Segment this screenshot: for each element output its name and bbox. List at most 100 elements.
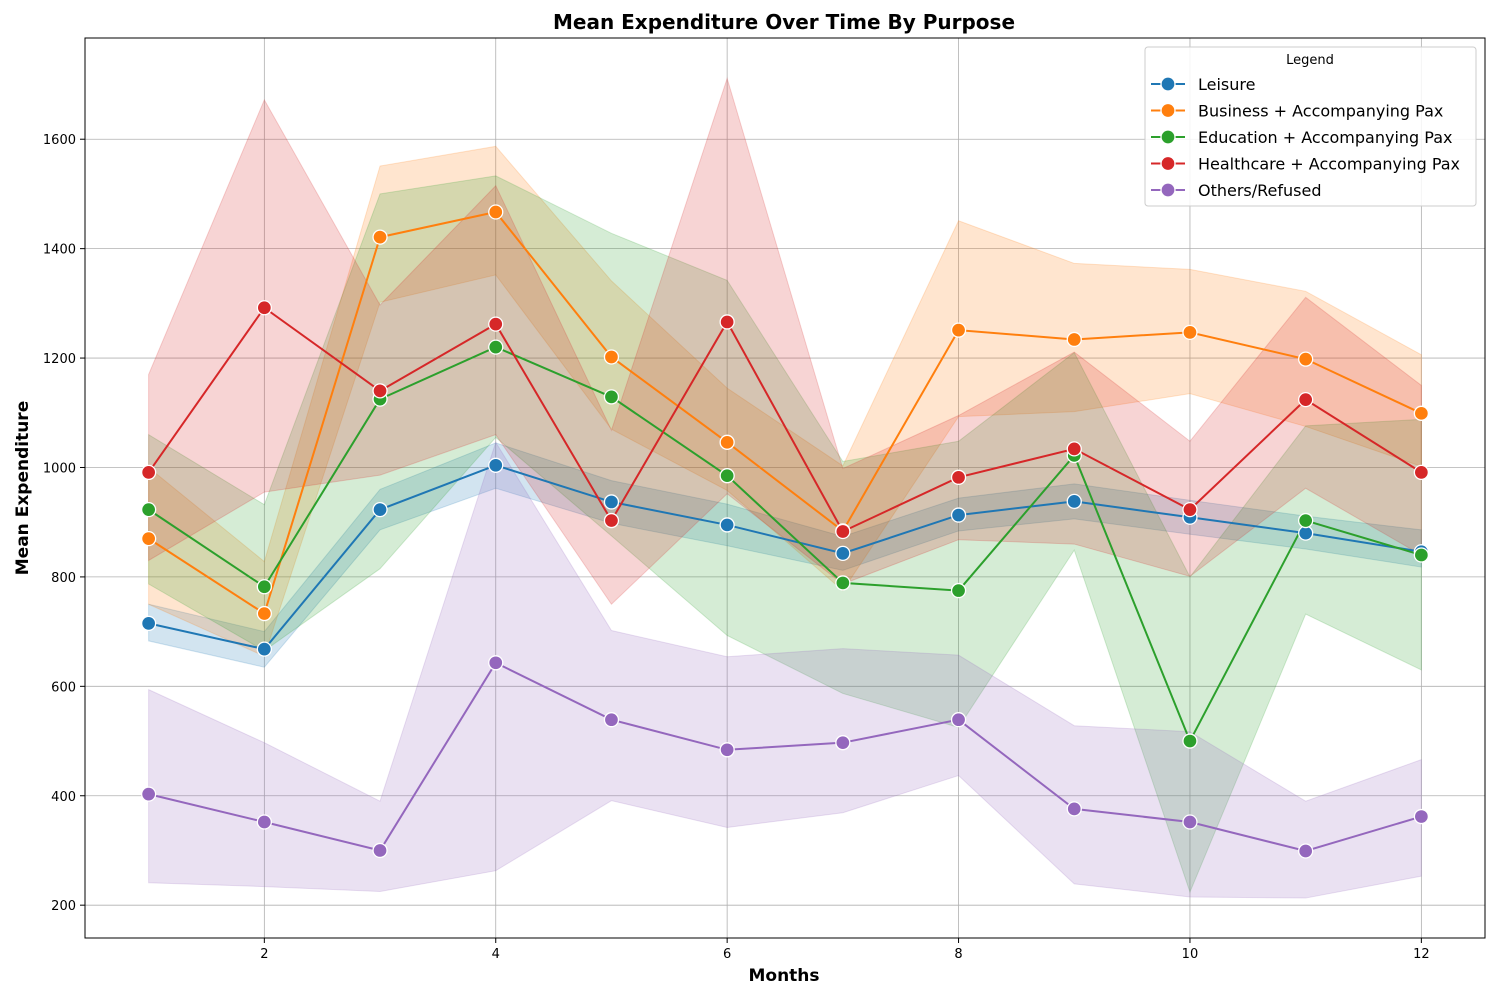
series-line-education-accompanying-pax xyxy=(148,346,1422,744)
legend-marker-swatch xyxy=(1160,102,1176,119)
data-point-healthcare-accompanying-pax xyxy=(1413,464,1430,481)
data-point-others-refused xyxy=(603,712,620,728)
data-point-others-refused xyxy=(1413,808,1430,825)
data-point-education-accompanying-pax xyxy=(950,582,967,599)
data-point-business-accompanying-pax xyxy=(950,322,967,338)
plot-frame xyxy=(84,37,1486,939)
data-point-healthcare-accompanying-pax xyxy=(1182,501,1198,518)
data-point-education-accompanying-pax xyxy=(1413,547,1430,563)
series-points xyxy=(140,204,1430,859)
data-point-education-accompanying-pax xyxy=(1182,733,1198,749)
data-point-leisure xyxy=(1066,493,1082,510)
legend-items: Leisure Business + Accompanying Pax Educat… xyxy=(1151,75,1460,200)
y-tick-label: 1000 xyxy=(43,461,76,476)
legend: Legend Leisure Business + Accompanying Pa… xyxy=(1144,46,1477,207)
data-point-others-refused xyxy=(835,735,851,751)
data-point-education-accompanying-pax xyxy=(256,579,272,595)
legend-label: Leisure xyxy=(1198,75,1255,94)
legend-marker-swatch xyxy=(1160,182,1176,198)
data-point-leisure xyxy=(719,517,735,533)
data-point-others-refused xyxy=(950,712,967,728)
data-point-healthcare-accompanying-pax xyxy=(950,469,967,485)
y-tick-label: 1400 xyxy=(43,243,76,258)
data-point-business-accompanying-pax xyxy=(488,204,504,220)
data-point-healthcare-accompanying-pax xyxy=(488,316,504,332)
x-tick-label: 6 xyxy=(723,947,731,962)
y-axis-ticks: 200 400 600 800 1000 1200 1400 1600 xyxy=(43,133,85,914)
series-line-leisure xyxy=(148,464,1422,651)
data-point-healthcare-accompanying-pax xyxy=(1066,441,1082,457)
legend-item-education-accompanying-pax: Education + Accompanying Pax xyxy=(1151,128,1452,147)
grid xyxy=(85,38,1485,938)
data-point-others-refused xyxy=(488,655,504,671)
data-point-healthcare-accompanying-pax xyxy=(603,512,620,529)
y-tick-label: 200 xyxy=(51,899,76,914)
data-point-others-refused xyxy=(1298,843,1314,859)
y-tick-label: 1600 xyxy=(43,133,76,148)
ci-band-education-accompanying-pax xyxy=(148,175,1422,894)
series-line-others-refused xyxy=(148,661,1422,853)
legend-title: Legend xyxy=(1286,53,1334,68)
legend-label: Healthcare + Accompanying Pax xyxy=(1198,155,1460,174)
y-tick-label: 600 xyxy=(51,680,76,695)
x-tick-label: 12 xyxy=(1413,947,1430,962)
x-axis-title: Months xyxy=(748,966,819,986)
data-point-business-accompanying-pax xyxy=(603,349,620,365)
data-point-healthcare-accompanying-pax xyxy=(140,464,157,481)
ci-band-others-refused xyxy=(148,441,1422,899)
data-point-others-refused xyxy=(1182,814,1198,830)
data-point-others-refused xyxy=(372,842,388,859)
data-point-business-accompanying-pax xyxy=(1066,331,1082,348)
confidence-bands xyxy=(148,76,1422,899)
legend-marker-swatch xyxy=(1160,76,1176,92)
y-tick-label: 800 xyxy=(51,571,76,586)
data-point-others-refused xyxy=(140,786,157,802)
data-point-business-accompanying-pax xyxy=(1413,405,1430,421)
x-axis-ticks: 2 4 6 8 10 12 xyxy=(260,938,1430,962)
data-point-healthcare-accompanying-pax xyxy=(835,523,851,540)
x-tick-label: 2 xyxy=(260,947,268,962)
ci-band-leisure xyxy=(148,442,1422,668)
data-point-education-accompanying-pax xyxy=(603,389,620,405)
legend-marker-swatch xyxy=(1160,129,1176,145)
data-point-education-accompanying-pax xyxy=(1298,512,1314,529)
data-point-leisure xyxy=(1298,525,1314,541)
data-point-business-accompanying-pax xyxy=(1298,351,1314,367)
legend-label: Business + Accompanying Pax xyxy=(1198,102,1443,121)
legend-item-healthcare-accompanying-pax: Healthcare + Accompanying Pax xyxy=(1151,155,1460,174)
data-point-business-accompanying-pax xyxy=(372,229,388,245)
legend-item-business-accompanying-pax: Business + Accompanying Pax xyxy=(1151,102,1443,121)
data-point-others-refused xyxy=(1066,801,1082,817)
data-point-leisure xyxy=(603,494,620,510)
data-point-others-refused xyxy=(256,814,272,830)
data-point-education-accompanying-pax xyxy=(719,468,735,484)
y-tick-label: 1200 xyxy=(43,352,76,367)
data-point-leisure xyxy=(950,507,967,523)
data-point-business-accompanying-pax xyxy=(1182,324,1198,340)
data-point-others-refused xyxy=(719,742,735,758)
data-point-leisure xyxy=(256,641,272,657)
x-tick-label: 10 xyxy=(1182,947,1199,962)
series-line-business-accompanying-pax xyxy=(148,210,1422,616)
y-axis-title: Mean Expenditure xyxy=(13,401,33,575)
legend-item-leisure: Leisure xyxy=(1151,75,1255,94)
series-lines xyxy=(147,210,1422,853)
series-line-healthcare-accompanying-pax xyxy=(147,306,1422,533)
data-point-education-accompanying-pax xyxy=(140,501,157,518)
legend-box xyxy=(1144,46,1477,207)
data-point-education-accompanying-pax xyxy=(835,575,851,591)
data-point-business-accompanying-pax xyxy=(140,530,157,547)
chart-title: Mean Expenditure Over Time By Purpose xyxy=(553,10,1015,34)
legend-label: Education + Accompanying Pax xyxy=(1198,128,1452,147)
data-point-leisure xyxy=(835,545,851,562)
legend-item-others-refused: Others/Refused xyxy=(1151,181,1322,200)
data-point-leisure xyxy=(372,501,388,518)
data-point-healthcare-accompanying-pax xyxy=(372,383,388,399)
x-tick-label: 4 xyxy=(492,947,500,962)
data-point-healthcare-accompanying-pax xyxy=(256,300,272,316)
data-point-business-accompanying-pax xyxy=(256,605,272,622)
data-point-business-accompanying-pax xyxy=(719,434,735,450)
data-point-leisure xyxy=(140,615,157,632)
